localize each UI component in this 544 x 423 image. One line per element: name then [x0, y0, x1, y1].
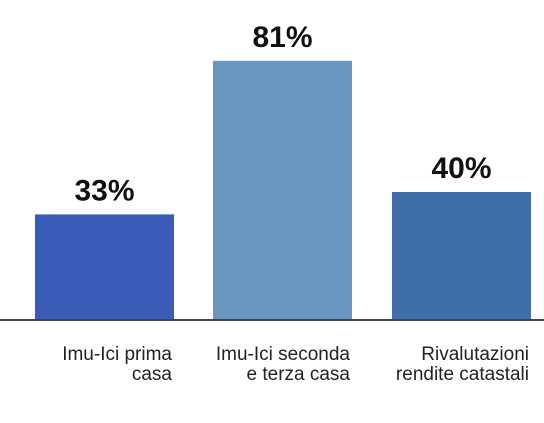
category-label: Rivalutazioni rendite catastali: [395, 344, 529, 385]
category-label: Imu-Ici seconda e terza casa: [215, 344, 350, 385]
bar: [392, 192, 531, 320]
value-label: 81%: [252, 21, 312, 54]
bar: [213, 60, 352, 321]
value-label: 33%: [74, 174, 134, 207]
value-label: 40%: [431, 152, 491, 185]
category-label: Imu-Ici prima casa: [62, 344, 172, 385]
bar: [35, 214, 174, 320]
